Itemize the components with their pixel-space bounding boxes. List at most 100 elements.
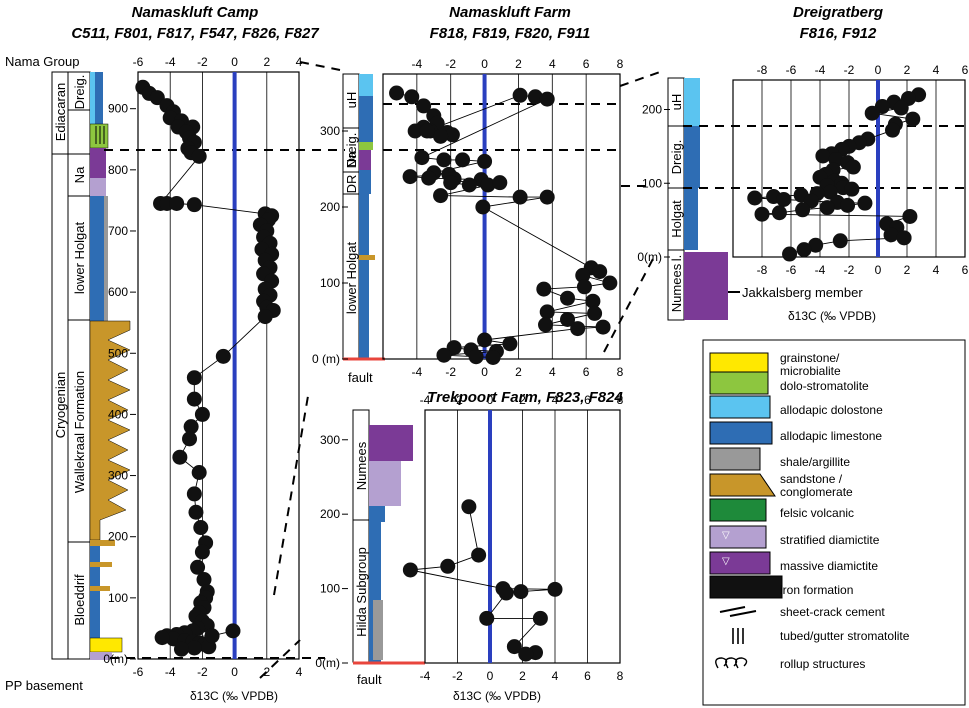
dreig-x-tick-top: 2 xyxy=(904,63,911,77)
legend-label: allodapic dolostone xyxy=(780,403,883,417)
legend-swatch xyxy=(732,628,744,644)
camp-x-tick-top: -6 xyxy=(133,55,144,69)
dreig-label-numees: Numees xyxy=(669,263,684,312)
farm-data-point xyxy=(407,123,423,139)
camp-x-axis-label: δ13C (‰ VPDB) xyxy=(190,689,278,703)
camp-y-tick-label: 0(m) xyxy=(103,652,128,666)
legend-label: stratified diamictite xyxy=(780,533,880,547)
camp-y-tick-label: 100 xyxy=(108,591,128,605)
dreig-x-tick-bottom: -8 xyxy=(757,263,768,277)
dreig-plot: -8 -8 -6 -6 -4 -4 -2 -2 0 0 2 2 4 4 6 6 0(m) 100 200 xyxy=(637,63,968,277)
trek-y-tick-label: 300 xyxy=(320,433,340,447)
farm-data-point xyxy=(539,189,555,205)
farm-x-tick-bottom: 6 xyxy=(583,365,590,379)
farm-data-point xyxy=(402,169,418,185)
farm-x-tick-top: -2 xyxy=(445,57,456,71)
dreig-x-tick-top: 4 xyxy=(933,63,940,77)
farm-x-tick-top: -4 xyxy=(412,57,423,71)
dreig-data-point xyxy=(754,206,770,222)
camp-data-point xyxy=(193,520,209,536)
camp-y-tick-label: 600 xyxy=(108,285,128,299)
trek-x-tick-bottom: 6 xyxy=(584,669,591,683)
dreig-jakkalsberg-label: Jakkalsberg member xyxy=(742,285,863,300)
farm-data-point xyxy=(575,267,591,283)
dreig-x-tick-top: -4 xyxy=(815,63,826,77)
farm-data-point xyxy=(421,170,437,186)
camp-data-point xyxy=(182,431,198,447)
dreig-x-tick-bottom: 4 xyxy=(933,263,940,277)
correlation-lines xyxy=(104,61,969,679)
camp-data-point xyxy=(173,641,189,657)
farm-data-point xyxy=(414,150,430,166)
farm-data-point xyxy=(538,317,554,333)
farm-data-point xyxy=(444,127,460,143)
trek-x-tick-bottom: -2 xyxy=(452,669,463,683)
legend-swatch-mark: ▽ xyxy=(722,556,730,567)
legend-item: shale/argillite xyxy=(709,447,850,471)
farm-data-point xyxy=(570,321,586,337)
legend-item: allodapic dolostone xyxy=(709,395,883,419)
farm-data-point xyxy=(480,177,496,193)
camp-label-na: Na xyxy=(72,166,87,183)
dreig-data-point xyxy=(747,190,763,206)
dreig-data-point xyxy=(845,159,861,175)
camp-data-point xyxy=(186,640,202,656)
trek-data-point xyxy=(440,558,456,574)
camp-nama-group-label: Nama Group xyxy=(5,54,79,69)
farm-data-point xyxy=(468,349,484,365)
camp-x-tick-bottom: -6 xyxy=(133,665,144,679)
trek-data-point xyxy=(547,581,563,597)
farm-data-point xyxy=(536,281,552,297)
trek-x-tick-top: 4 xyxy=(552,393,559,407)
camp-strat-column: Ediacaran Dreig. Na lower Holgat Cryogen… xyxy=(5,54,131,693)
farm-data-point xyxy=(404,89,420,105)
trek-data-point xyxy=(402,562,418,578)
legend-label: shale/argillite xyxy=(780,455,850,469)
dreig-x-tick-top: 0 xyxy=(875,63,882,77)
dreig-label-l: l. xyxy=(669,255,684,262)
legend-swatch xyxy=(709,421,773,445)
dreig-label-holgat: Holgat xyxy=(669,200,684,238)
dreig-data-point xyxy=(893,100,909,116)
dreig-data-point xyxy=(819,200,835,216)
camp-y-tick-label: 300 xyxy=(108,469,128,483)
legend-swatch xyxy=(709,525,767,549)
dreig-data-point xyxy=(796,242,812,258)
farm-data-point xyxy=(433,128,449,144)
farm-data-point xyxy=(419,123,435,139)
dreig-data-point xyxy=(864,105,880,121)
trek-x-tick-top: 0 xyxy=(487,393,494,407)
trek-x-tick-bottom: 0 xyxy=(487,669,494,683)
dreig-x-tick-top: 6 xyxy=(962,63,969,77)
legend-label: felsic volcanic xyxy=(780,506,854,520)
dreig-subtitle: F816, F912 xyxy=(800,25,877,42)
camp-label-dreig: Dreig. xyxy=(72,75,87,110)
camp-x-tick-top: 4 xyxy=(296,55,303,69)
farm-data-point xyxy=(539,304,555,320)
dreig-title: Dreigratberg xyxy=(793,4,883,21)
farm-plot: -4 -4 -2 -2 0 0 2 2 4 4 6 6 8 8 0 (m) 100 200 300 xyxy=(312,57,624,379)
legend: grainstone/microbialitedolo-stromatolite… xyxy=(702,339,966,706)
farm-data-point xyxy=(512,87,528,103)
legend-item: ▽ stratified diamictite xyxy=(709,525,880,549)
trek-data-point xyxy=(506,639,522,655)
dreig-data-point xyxy=(905,111,921,127)
camp-data-point xyxy=(196,572,212,588)
camp-x-tick-top: 0 xyxy=(231,55,238,69)
camp-y-tick-label: 800 xyxy=(108,163,128,177)
legend-item: dolo-stromatolite xyxy=(709,371,869,395)
legend-label: dolo-stromatolite xyxy=(780,379,869,393)
dreig-data-point xyxy=(896,230,912,246)
camp-data-point xyxy=(191,465,207,481)
legend-swatch xyxy=(709,447,761,471)
dreig-data-point xyxy=(815,148,831,164)
trek-title: Trekpoort Farm, F823, F824 xyxy=(427,389,623,406)
legend-swatch xyxy=(709,551,771,575)
dreig-data-point xyxy=(885,122,900,138)
camp-data-point xyxy=(186,391,202,407)
camp-x-tick-bottom: -4 xyxy=(165,665,176,679)
legend-swatch-mark: ▽ xyxy=(722,530,730,541)
camp-pp-basement-label: PP basement xyxy=(5,678,83,693)
dreig-strat-column: uH Dreig. Holgat l. Numees Jakkalsberg m… xyxy=(667,77,863,321)
dreig-y-tick-label: 100 xyxy=(642,176,662,190)
